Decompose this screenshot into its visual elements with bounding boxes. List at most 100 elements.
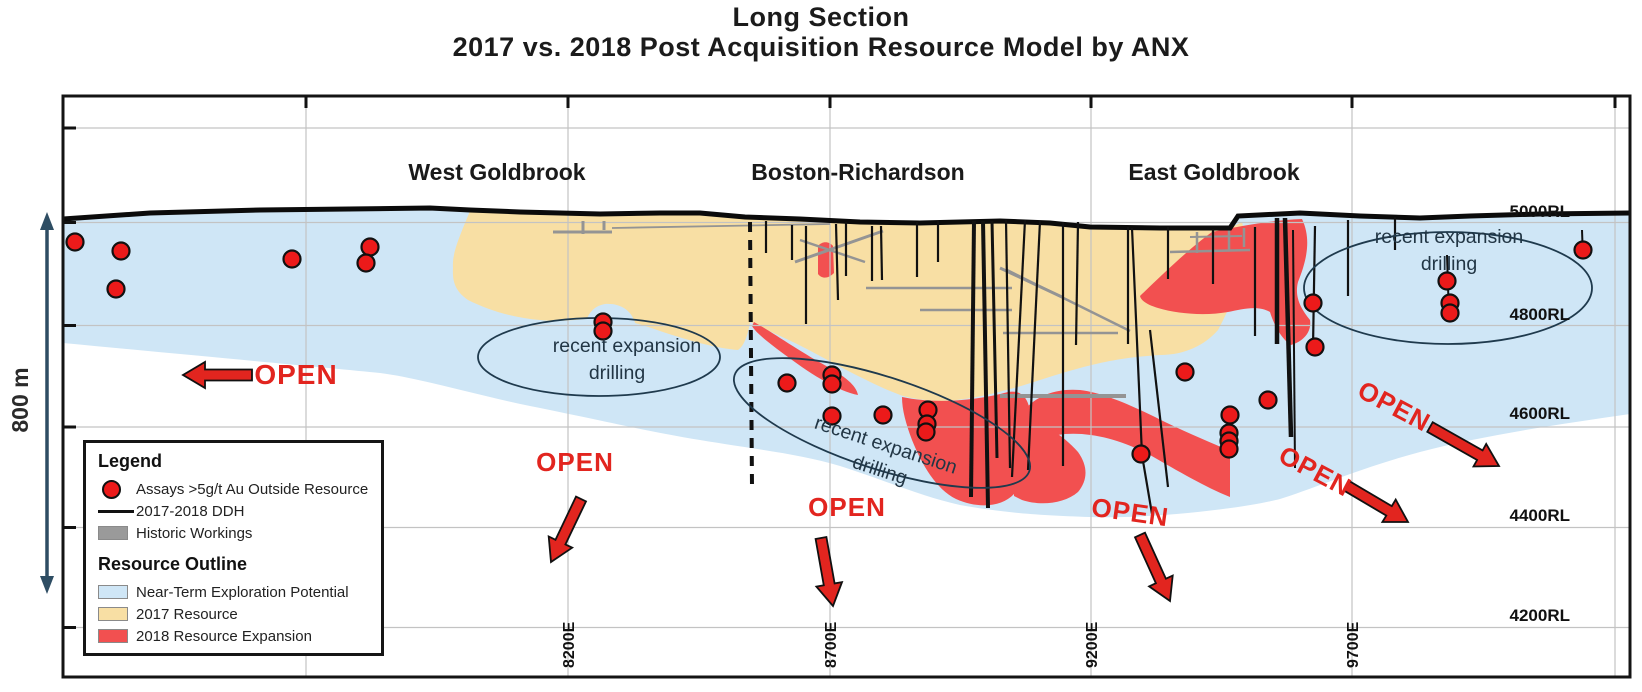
axis-labels: 5000RL 4800RL 4600RL 4400RL 4200RL 8200E 8700E… — [408, 159, 1570, 668]
easting-axis-label: 8700E — [823, 621, 840, 668]
assay-dot — [282, 249, 302, 269]
historic-working-line — [799, 238, 866, 264]
assay-dot — [356, 253, 376, 273]
assay-dot — [1305, 337, 1325, 357]
assay-dot — [1303, 293, 1323, 313]
open-arrow — [1426, 420, 1501, 468]
swatch-legend-icon — [98, 526, 136, 540]
easting-axis-label: 9700E — [1345, 621, 1362, 668]
expansion-drilling-label: drilling — [1421, 253, 1477, 275]
swatch-legend-icon — [98, 629, 136, 643]
drill-hole — [834, 223, 840, 301]
assay-dot — [1258, 390, 1278, 410]
assay-dot — [873, 405, 893, 425]
resource-2018-expansion-region — [1140, 219, 1311, 345]
legend-item: 2017-2018 DDH — [98, 500, 381, 522]
open-label: OPEN — [808, 492, 886, 522]
historic-working-line — [794, 229, 884, 264]
historic-working-line — [1006, 268, 1131, 333]
legend-outline-items: Near-Term Exploration Potential 2017 Reso… — [98, 581, 381, 647]
rl-axis-label: 5000RL — [1510, 202, 1570, 221]
title-line-1: Long Section — [732, 2, 910, 32]
legend-item: Near-Term Exploration Potential — [98, 581, 381, 603]
assay-dot — [1437, 271, 1457, 291]
assay-dot — [1573, 240, 1593, 260]
assay-dot — [1175, 362, 1195, 382]
legend-item-label: Historic Workings — [136, 524, 253, 542]
assay-dot — [1131, 444, 1151, 464]
scale-arrow-head-bottom — [40, 576, 54, 594]
easting-axis-label: 9200E — [1084, 621, 1101, 668]
easting-axis-label: 8200E — [561, 621, 578, 668]
title-line-2: 2017 vs. 2018 Post Acquisition Resource … — [452, 32, 1190, 62]
surface-topography — [63, 205, 1630, 231]
historic-working-line — [1189, 235, 1243, 238]
assay-dot — [777, 373, 797, 393]
swatch-legend-icon — [98, 607, 136, 621]
drill-hole — [1311, 225, 1317, 349]
dot-legend-icon — [98, 479, 136, 499]
expansion-drilling-label: recent expansion — [1375, 226, 1524, 248]
drill-hole — [990, 220, 999, 459]
assay-dot — [106, 279, 126, 299]
open-label: OPEN — [536, 447, 614, 477]
zone-boundary-dashed-line — [748, 221, 754, 488]
assay-dot — [111, 241, 131, 261]
open-arrow — [1342, 480, 1410, 523]
rl-axis-label: 4400RL — [1510, 506, 1570, 525]
swatch-legend-icon — [98, 585, 136, 599]
resource-2018-expansion-region — [1016, 389, 1230, 497]
legend-item-label: Near-Term Exploration Potential — [136, 583, 349, 601]
assay-dots — [65, 232, 1593, 464]
legend-items: Assays >5g/t Au Outside Resource 2017-201… — [98, 478, 381, 544]
drill-hole — [879, 225, 884, 281]
legend-item-label: 2017 Resource — [136, 605, 238, 623]
drill-hole — [1282, 217, 1294, 438]
drill-hole — [1292, 229, 1296, 469]
vertical-scale-bar: 800 m — [7, 212, 54, 594]
historic-working-line — [1169, 248, 1251, 254]
topography-line — [63, 205, 1630, 231]
open-arrow — [181, 360, 253, 390]
drill-hole — [1026, 220, 1042, 471]
drill-hole — [1004, 219, 1012, 469]
resource-2017-region — [452, 211, 1245, 401]
legend-item: Historic Workings — [98, 522, 381, 544]
expansion-drilling-ellipse — [733, 357, 1031, 489]
assay-dot — [360, 237, 380, 257]
legend-item: Assays >5g/t Au Outside Resource — [98, 478, 381, 500]
open-arrow — [1133, 531, 1174, 603]
page-title: Long Section 2017 vs. 2018 Post Acquisit… — [0, 2, 1642, 62]
assay-dot — [916, 422, 936, 442]
drill-hole — [1148, 329, 1170, 488]
drill-hole — [1074, 221, 1080, 346]
zone-label: West Goldbrook — [408, 159, 585, 185]
zone-label: Boston-Richardson — [751, 159, 964, 185]
expansion-drilling-label: drilling — [589, 362, 645, 384]
plot-frame — [61, 94, 1632, 679]
resource-2018-expansion-region — [1014, 417, 1086, 504]
expansion-drilling-label: recent expansion — [553, 335, 702, 357]
legend-item: 2018 Resource Expansion — [98, 625, 381, 647]
rl-axis-label: 4800RL — [1510, 305, 1570, 324]
drill-hole-traces — [764, 217, 1584, 515]
drill-hole — [969, 220, 976, 498]
legend-item-label: 2018 Resource Expansion — [136, 627, 312, 645]
plot-border — [61, 94, 1632, 679]
assay-dot — [1220, 405, 1240, 425]
legend-title: Legend — [98, 451, 163, 471]
line-legend-icon — [98, 509, 136, 513]
scale-label: 800 m — [7, 367, 33, 432]
assay-dot — [1219, 439, 1239, 459]
assay-dot — [593, 321, 613, 341]
assay-dot — [822, 374, 842, 394]
rl-axis-label: 4200RL — [1510, 606, 1570, 625]
open-arrow — [547, 495, 588, 564]
scale-arrow-head-top — [40, 212, 54, 230]
legend-subtitle: Resource Outline — [98, 554, 248, 574]
legend-box: Legend Assays >5g/t Au Outside Resource 2… — [83, 440, 384, 656]
legend-item: 2017 Resource — [98, 603, 381, 625]
